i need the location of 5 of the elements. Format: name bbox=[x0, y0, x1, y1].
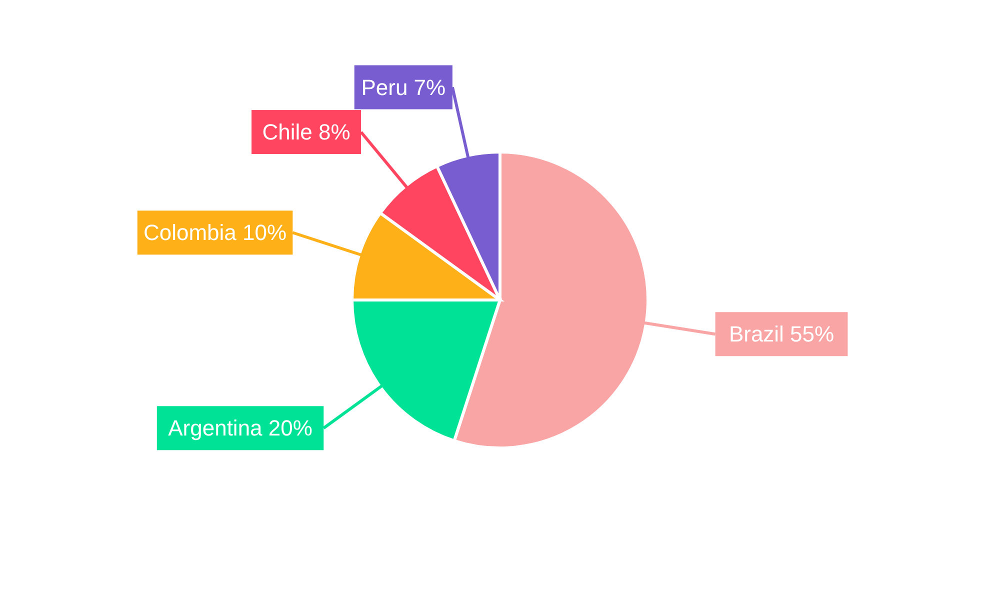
slice-label: Argentina 20% bbox=[168, 416, 312, 441]
slice-label: Brazil 55% bbox=[728, 322, 834, 347]
slice-label: Chile 8% bbox=[262, 120, 350, 145]
slice-label: Colombia 10% bbox=[143, 220, 287, 246]
slice-label: Peru 7% bbox=[361, 74, 446, 100]
